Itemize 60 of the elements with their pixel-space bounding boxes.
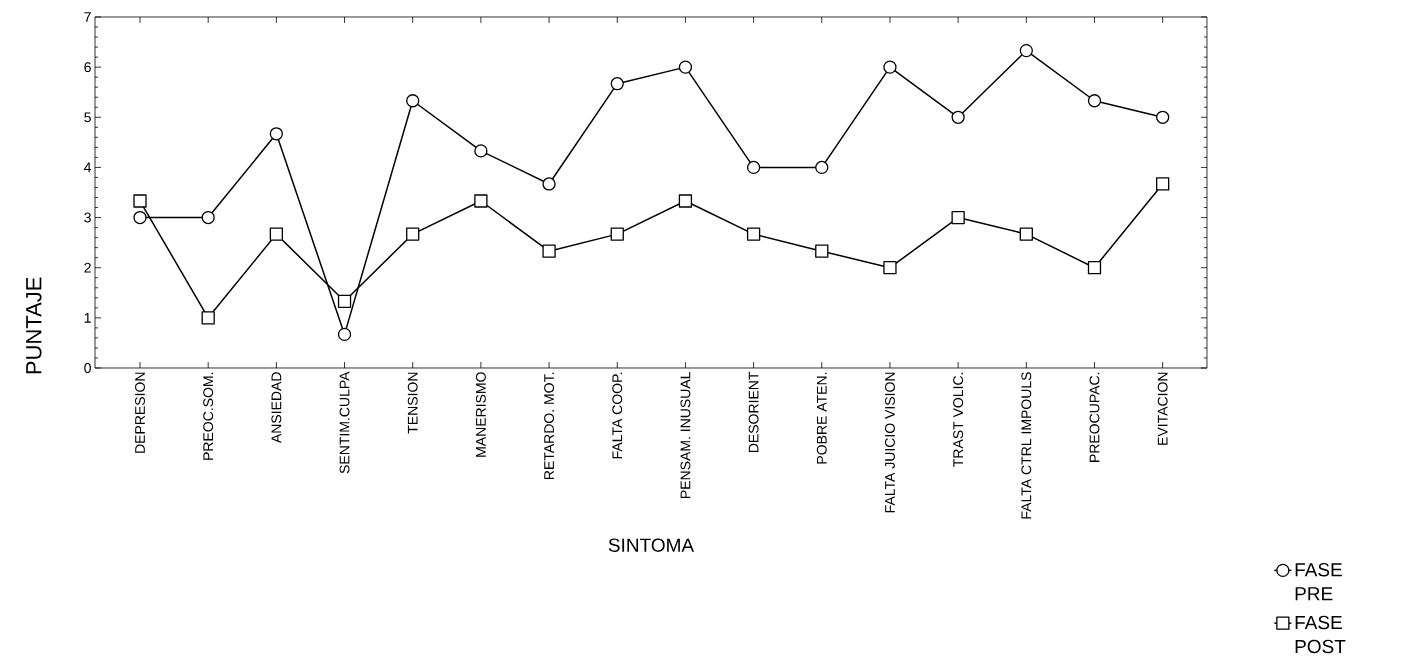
y-tick-label: 6 (84, 62, 91, 73)
legend-label: FASE POST (1295, 615, 1346, 654)
x-tick-label: PREOCUPAC. (1089, 372, 1100, 462)
x-tick-label: FALTA JUICIO VISION (884, 372, 895, 513)
x-tick-label: DEPRESION (135, 372, 145, 453)
x-tick-label: TRAST VOLIC. (953, 372, 964, 467)
x-tick-label: MANERISMO (475, 372, 486, 457)
point (201, 210, 215, 225)
point (201, 311, 215, 325)
point (1019, 227, 1033, 241)
legend-label: FASE PRE (1295, 563, 1342, 601)
point (746, 227, 761, 241)
point (474, 144, 488, 158)
point (1087, 94, 1102, 108)
y-tick-label: 3 (84, 212, 91, 223)
point (883, 261, 897, 275)
x-tick-label: PREOC.SOM. (203, 372, 214, 460)
point (337, 294, 352, 308)
point (610, 227, 624, 241)
point (746, 160, 761, 175)
y-tick-label: 7 (84, 12, 91, 22)
point (133, 210, 147, 225)
point (474, 194, 488, 208)
point (815, 160, 829, 175)
point (269, 127, 284, 141)
x-tick-label: PENSAM. INUSUAL (680, 372, 691, 498)
point (337, 327, 352, 342)
point (883, 60, 897, 74)
x-tick-label: EVITACION (1157, 372, 1168, 445)
y-tick-label: 4 (84, 162, 92, 173)
x-axis-title: SINTOMA (608, 538, 695, 552)
y-tick-label: 2 (84, 262, 91, 273)
x-tick-label: SENTIM.CULPA (339, 371, 350, 474)
x-tick-label: TENSION (407, 372, 418, 434)
point (951, 110, 965, 124)
point (1156, 110, 1170, 124)
y-tick-label: 0 (84, 363, 91, 373)
point (133, 194, 147, 208)
y-axis-title: PUNTAJE (26, 277, 42, 374)
point (610, 77, 624, 91)
x-tick-label: DESORIENT (748, 371, 759, 453)
point (269, 227, 284, 241)
x-tick-label: FALTA COOP. (612, 372, 623, 459)
x-tick-label: FALTA CTRL IMPOULS (1021, 372, 1032, 519)
point (1156, 177, 1170, 191)
point (1019, 43, 1033, 58)
x-tick-label: ANSIEDAD (271, 372, 282, 444)
point (542, 177, 556, 191)
point (406, 227, 420, 241)
x-tick-label: RETARDO. MOT. (544, 372, 555, 480)
point (1087, 261, 1102, 275)
point (406, 94, 420, 108)
point (542, 244, 556, 258)
point (815, 244, 829, 258)
point (951, 210, 965, 225)
x-tick-label: POBRE ATEN. (816, 372, 827, 464)
y-tick-label: 5 (84, 112, 91, 123)
y-tick-label: 1 (84, 313, 91, 323)
point (678, 60, 693, 74)
point (678, 194, 693, 208)
